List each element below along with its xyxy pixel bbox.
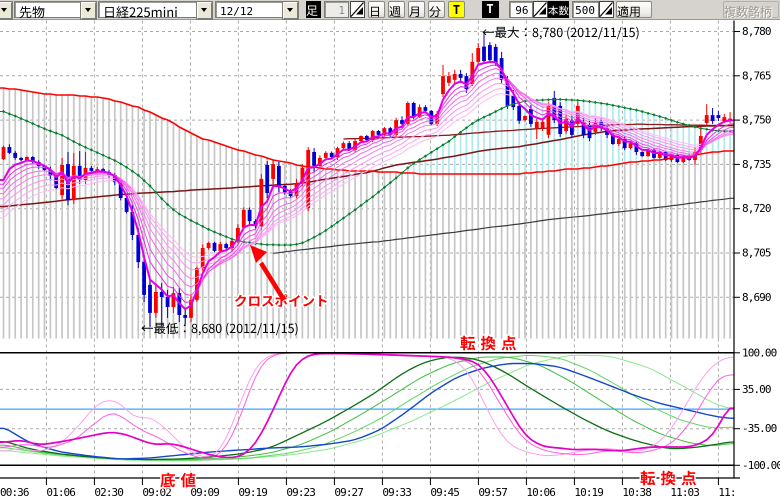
time-tick-label: 09:57 <box>478 486 507 499</box>
annotation-cross-point <box>233 292 329 309</box>
bars-count-input[interactable]: 500 <box>572 1 599 18</box>
chevron-down-icon[interactable] <box>0 1 13 20</box>
time-tick-label: 00:36 <box>0 486 29 499</box>
tick-count-input[interactable]: 96 <box>508 1 533 18</box>
price-tick-label: 8,780 <box>742 25 771 38</box>
price-tick-label: 8,750 <box>742 114 771 127</box>
rci-line-pink2 <box>0 352 734 459</box>
price-tick-label: 8,720 <box>742 202 771 215</box>
bar-interval-stepper[interactable] <box>350 1 365 18</box>
time-tick-label: 09:09 <box>190 486 219 499</box>
date-value: 12/12 <box>220 4 254 18</box>
time-tick-label: 09:19 <box>238 486 267 499</box>
annotation-bottom-price <box>158 471 197 489</box>
per-bar-hatching <box>2 87 731 339</box>
period-day-button[interactable] <box>368 1 385 18</box>
period-minute-button[interactable] <box>427 1 445 20</box>
ma-long-black-line <box>273 197 734 254</box>
tick-label: T <box>481 1 499 18</box>
symbol-value <box>103 4 179 22</box>
symbol-select[interactable] <box>98 1 213 20</box>
bar-label-glyph <box>306 1 321 19</box>
rci-line-mag <box>0 352 734 459</box>
rci-line-pink1 <box>0 352 734 457</box>
ema-ribbon-line-2 <box>0 67 734 297</box>
oscillator-tick-label: -100.00 <box>742 459 780 472</box>
period-month-button[interactable] <box>407 1 425 20</box>
ema-ribbon-line-3 <box>0 72 734 288</box>
period-week-label <box>388 2 404 20</box>
time-tick-label: 09:02 <box>142 486 171 499</box>
chevron-down-icon[interactable] <box>196 1 213 20</box>
bars-count-label <box>548 1 569 18</box>
oscillator-tick-label: 35.00 <box>742 383 771 396</box>
time-tick-label: 10:38 <box>622 486 651 499</box>
rci-line-g4 <box>0 354 734 462</box>
oscillator-tick-label: 100.00 <box>742 346 777 359</box>
tick-count-stepper[interactable] <box>533 1 548 18</box>
apply-button[interactable] <box>616 1 652 18</box>
chevron-down-icon[interactable] <box>282 1 299 20</box>
chart-surface[interactable]: 8,780 8,765 8,750 8,735 8,720 8,705 8,690 100.0… <box>0 19 780 500</box>
hatch-below-band <box>2 87 731 339</box>
time-tick-label: 09:45 <box>430 486 459 499</box>
period-tick-button[interactable]: T <box>448 1 465 18</box>
cross-point-arrow-icon <box>250 245 286 302</box>
time-tick-label: 11:03 <box>670 486 699 499</box>
time-tick-label: 09:33 <box>382 486 411 499</box>
ema-ribbon-line-1 <box>0 64 734 303</box>
hidden-combobox[interactable] <box>0 1 13 20</box>
bars-count-stepper[interactable] <box>599 1 614 18</box>
rci-line-dgreen <box>0 356 734 461</box>
annotation-low <box>141 322 298 336</box>
annotation-turning-point-top <box>459 334 518 352</box>
period-minute-label <box>428 2 444 20</box>
axes: 8,780 8,765 8,750 8,735 8,720 8,705 8,690 100.0… <box>0 20 780 479</box>
bars-label-glyph <box>548 1 569 19</box>
time-tick-label: 09:27 <box>334 486 363 499</box>
chart-annotations <box>141 26 698 489</box>
toolbar: 12/12 1 T T 96 500 <box>0 0 780 20</box>
chevron-down-icon[interactable] <box>80 1 97 20</box>
time-tick-label: 01:06 <box>46 486 75 499</box>
bar-section-label <box>306 1 321 18</box>
vwap-line <box>343 123 734 140</box>
price-tick-label: 8,690 <box>742 291 771 304</box>
time-tick-label: 10:19 <box>574 486 603 499</box>
oscillator-panel <box>0 352 734 467</box>
annotation-turning-point-bottom <box>639 469 698 487</box>
multi-symbol-button[interactable] <box>722 1 779 20</box>
annotation-high <box>482 26 639 40</box>
ema-ribbon <box>0 60 734 311</box>
instrument-type-value <box>19 4 46 22</box>
oscillator-tick-label: -35.00 <box>742 422 777 435</box>
time-tick-label: 02:30 <box>94 486 123 499</box>
time-axis: 00:36 01:06 02:30 09:02 09:09 09:19 09:23 09:27… <box>0 478 749 500</box>
bar-interval-input[interactable]: 1 <box>324 1 349 18</box>
time-tick-label: 09:23 <box>286 486 315 499</box>
period-week-button[interactable] <box>387 1 405 20</box>
instrument-type-select[interactable] <box>14 1 97 20</box>
price-tick-label: 8,735 <box>742 158 771 171</box>
rci-line-g2 <box>0 356 734 461</box>
multi-symbol-label-glyph <box>723 2 778 20</box>
price-tick-label: 8,765 <box>742 69 771 82</box>
ema-ribbon-line-0 <box>0 60 734 311</box>
price-tick-label: 8,705 <box>742 246 771 259</box>
rci-line-blue <box>0 362 734 460</box>
period-month-label <box>408 2 424 20</box>
apply-label-glyph <box>617 2 651 20</box>
time-tick-label: 10:06 <box>526 486 555 499</box>
period-day-label <box>369 2 384 20</box>
rci-line-g3 <box>0 354 734 461</box>
date-select[interactable]: 12/12 <box>215 1 299 20</box>
